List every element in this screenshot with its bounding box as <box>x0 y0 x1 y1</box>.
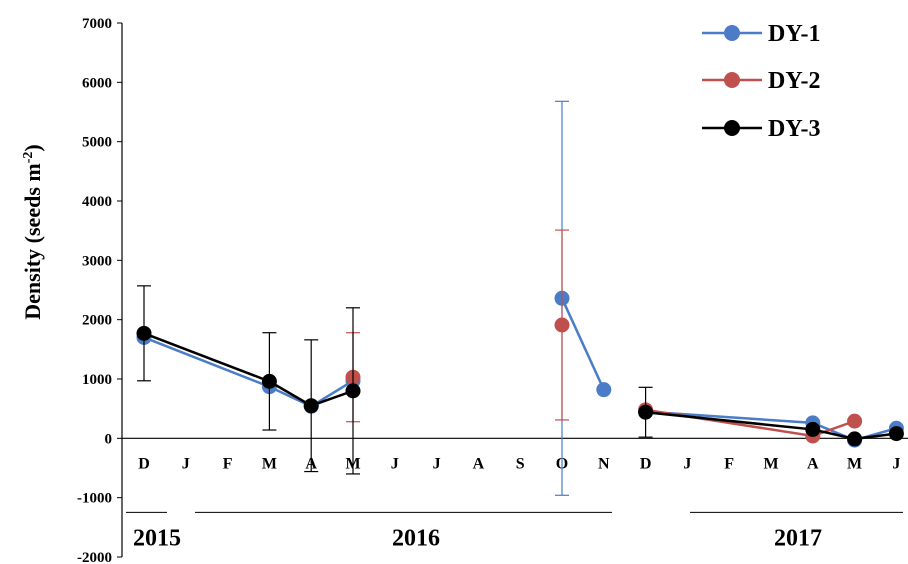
x-tick-label: A <box>473 455 485 472</box>
legend-label: DY-2 <box>768 68 820 94</box>
series-dy-3 <box>136 285 904 475</box>
y-tick-label: 2000 <box>82 313 112 329</box>
legend: DY-1 DY-2 DY-3 <box>702 21 820 142</box>
legend-marker <box>724 120 740 136</box>
y-tick-label: 7000 <box>82 16 112 32</box>
x-tick-label: D <box>640 455 652 472</box>
x-tick-label: F <box>223 455 233 472</box>
year-label: 2015 <box>133 525 181 551</box>
series-line <box>560 297 605 391</box>
data-point <box>596 382 612 398</box>
data-point <box>345 383 361 399</box>
x-tick-label: A <box>807 455 819 472</box>
data-point <box>303 398 319 414</box>
legend-marker <box>724 25 740 41</box>
x-tick-label: J <box>182 455 190 472</box>
series-layer <box>136 100 904 496</box>
legend-marker <box>724 72 740 88</box>
y-tick-label: 4000 <box>82 194 112 210</box>
legend-item-dy-3: DY-3 <box>702 116 820 142</box>
x-tick-label: M <box>847 455 862 472</box>
data-point <box>847 413 863 429</box>
x-tick-label: F <box>724 455 734 472</box>
legend-item-dy-1: DY-1 <box>702 21 820 47</box>
year-label: 2016 <box>392 525 440 551</box>
series-dy-2 <box>345 229 863 444</box>
year-label: 2017 <box>774 525 822 551</box>
y-tick-label: 1000 <box>82 372 112 388</box>
y-tick-label: 6000 <box>82 75 112 91</box>
x-tick-label: J <box>683 455 691 472</box>
legend-item-dy-2: DY-2 <box>702 68 820 94</box>
data-point <box>261 373 277 389</box>
data-point <box>888 426 904 442</box>
series-line <box>143 336 354 408</box>
y-axis-label-main: Density (seeds m <box>20 163 45 319</box>
y-axis-label-close: ) <box>20 144 45 151</box>
legend-label: DY-3 <box>768 116 820 142</box>
series-line <box>143 332 354 408</box>
series-line <box>645 410 897 441</box>
y-tick-label: -1000 <box>77 491 112 507</box>
series-dy-1 <box>136 100 904 496</box>
x-tick-label: N <box>598 455 610 472</box>
data-point <box>136 325 152 341</box>
series-line <box>645 410 897 442</box>
y-tick-label: 0 <box>105 431 113 447</box>
x-tick-label: M <box>763 455 778 472</box>
x-tick-label: M <box>262 455 277 472</box>
data-point <box>638 404 654 420</box>
x-tick-label: S <box>516 455 525 472</box>
legend-label: DY-1 <box>768 21 820 47</box>
x-tick-label: J <box>391 455 399 472</box>
x-tick-label: J <box>892 455 900 472</box>
y-tick-label: -2000 <box>77 550 112 564</box>
y-axis-label: Density (seeds m-2) <box>20 144 45 319</box>
data-point <box>847 431 863 447</box>
x-tick-label: D <box>138 455 150 472</box>
y-tick-label: 3000 <box>82 253 112 269</box>
data-point <box>805 421 821 437</box>
axes: -2000 -1000 0 1000 2000 3000 4000 5000 6000 7000 D… <box>77 16 908 564</box>
y-tick-label: 5000 <box>82 135 112 151</box>
x-tick-label: J <box>433 455 441 472</box>
y-axis-label-sup: -2 <box>21 152 36 164</box>
data-point <box>554 317 570 333</box>
